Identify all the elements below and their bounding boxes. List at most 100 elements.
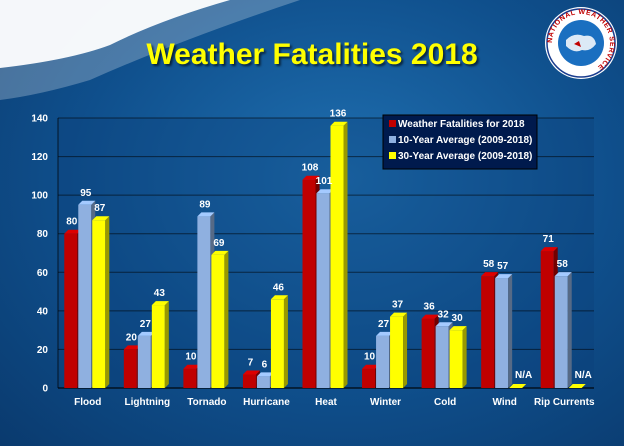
bar-side [462,326,467,388]
bar-top [554,272,572,277]
bar [449,326,467,388]
category-label: Rip Currents [534,397,595,408]
bar-front [137,335,151,388]
legend-swatch [389,120,396,127]
data-label: 7 [248,358,254,369]
data-label: 101 [316,176,333,187]
data-label: 89 [199,199,211,210]
data-label: 136 [330,109,347,120]
legend-label: 30-Year Average (2009-2018) [398,151,532,162]
bar-top [540,247,558,252]
bar-top [568,384,586,388]
legend-label: Weather Fatalities for 2018 [398,119,525,130]
bar-side [567,272,572,388]
category-label: Cold [434,397,456,408]
bar-top [64,229,82,234]
bar-top [211,250,229,255]
data-label: 20 [126,332,138,343]
bar-top [316,189,334,194]
y-tick-label: 120 [31,152,48,163]
bar [330,121,348,388]
bar-front [242,374,256,388]
y-tick-label: 60 [37,268,49,279]
data-label: 37 [392,300,404,311]
bar [495,274,513,388]
data-label: 6 [262,359,268,370]
category-label: Tornado [187,397,226,408]
bar-top [435,322,453,327]
bar-top [197,212,215,217]
legend-swatch [389,136,396,143]
legend-swatch [389,152,396,159]
bar-front [481,276,495,388]
bar-top [495,274,513,279]
bar-top [330,121,348,126]
bar-top [242,370,260,375]
bar-side [164,301,169,388]
bar-front [92,220,106,388]
legend-label: 10-Year Average (2009-2018) [398,135,532,146]
data-label: 108 [302,163,319,174]
bar-front [554,276,568,388]
bar-side [224,250,229,388]
bar-top [92,216,110,221]
bar-front [449,330,463,388]
bar [92,216,110,388]
bar-side [105,216,110,388]
bar-front [362,368,376,388]
category-label: Lightning [125,397,171,408]
data-label: 57 [497,261,509,272]
bar-top [376,331,394,336]
data-label: 58 [483,259,495,270]
bar [554,272,572,388]
bar [390,312,408,388]
bar [270,295,288,388]
category-label: Flood [74,397,101,408]
bar-top [270,295,288,300]
data-label: 10 [364,352,376,363]
bar [211,250,229,388]
bar-front [302,179,316,388]
bars [64,121,586,388]
bar-front [376,335,390,388]
bar-top [256,372,274,377]
y-axis-ticks: 0 20 40 60 80 100 120 140 [31,114,48,395]
bar-front [421,318,435,388]
bar-top [151,301,169,306]
bar-side [343,121,348,388]
legend: Weather Fatalities for 2018 10-Year Avera… [382,114,538,170]
y-tick-label: 0 [42,384,48,395]
bar-top [123,345,141,350]
data-label: 30 [452,313,464,324]
bar-front [197,216,211,388]
data-label: 71 [543,234,555,245]
category-label: Heat [315,397,337,408]
data-label: 43 [154,288,166,299]
data-label: 87 [94,203,106,214]
y-tick-label: 100 [31,191,48,202]
chart-title: Weather Fatalities 2018 [146,38,478,71]
bar-front [183,368,197,388]
bar-front [256,376,270,388]
y-tick-label: 40 [37,306,49,317]
data-label: 69 [213,238,225,249]
data-label: 46 [273,282,285,293]
bar-side [283,295,288,388]
category-label: Winter [370,397,401,408]
data-label: 58 [557,259,569,270]
bar-front [211,254,225,388]
bar-front [390,316,404,388]
bar-top [481,272,499,277]
data-label: 27 [140,319,152,330]
y-tick-label: 140 [31,114,48,125]
y-tick-label: 80 [37,229,49,240]
data-label: 80 [66,217,78,228]
bar-front [123,349,137,388]
bar-side [403,312,408,388]
bar-front [78,204,92,388]
bar-top [362,364,380,369]
